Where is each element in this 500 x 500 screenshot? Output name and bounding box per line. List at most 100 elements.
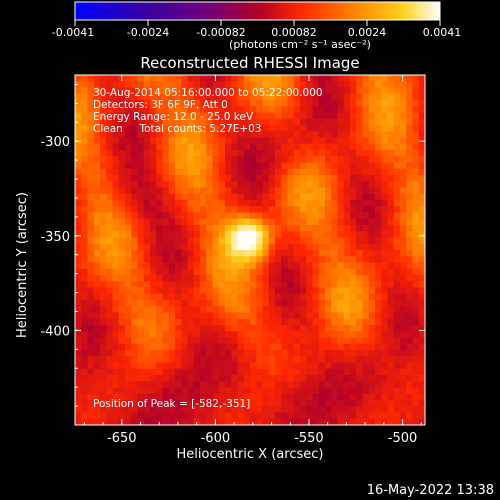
heatmap-cell [412, 262, 420, 270]
heatmap-cell [218, 375, 226, 382]
heatmap-cell [343, 325, 351, 332]
heatmap-cell [187, 312, 195, 320]
heatmap-cell [418, 237, 425, 245]
heatmap-cell [281, 256, 289, 264]
heatmap-cell [218, 325, 226, 332]
heatmap-cell [112, 237, 120, 245]
heatmap-cell [393, 318, 401, 326]
heatmap-cell [75, 143, 82, 151]
heatmap-cell [343, 125, 351, 132]
heatmap-cell [268, 168, 276, 176]
heatmap-cell [156, 412, 164, 420]
heatmap-cell [331, 231, 339, 239]
heatmap-cell [137, 256, 145, 264]
heatmap-cell [337, 206, 345, 214]
heatmap-cell [112, 381, 120, 389]
heatmap-cell [306, 331, 314, 339]
heatmap-cell [231, 418, 239, 425]
heatmap-cell [412, 118, 420, 126]
heatmap-cell [406, 418, 414, 425]
heatmap-cell [325, 125, 332, 132]
heatmap-cell [237, 193, 245, 201]
heatmap-cell [393, 300, 401, 307]
heatmap-cell [362, 200, 370, 207]
heatmap-cell [368, 156, 376, 164]
heatmap-cell [293, 381, 301, 389]
heatmap-cell [400, 362, 407, 370]
heatmap-cell [268, 281, 276, 289]
heatmap-cell [131, 375, 139, 382]
heatmap-cell [312, 150, 320, 157]
heatmap-cell [100, 200, 107, 207]
heatmap-cell [268, 75, 276, 82]
heatmap-cell [287, 168, 295, 176]
heatmap-cell [268, 356, 276, 364]
heatmap-cell [318, 212, 326, 220]
heatmap-cell [118, 93, 126, 101]
heatmap-cell [250, 156, 257, 164]
heatmap-cell [318, 81, 326, 89]
heatmap-cell [143, 125, 151, 132]
heatmap-cell [325, 112, 332, 120]
heatmap-cell [318, 300, 326, 307]
heatmap-cell [393, 175, 401, 182]
heatmap-cell [75, 343, 82, 351]
heatmap-cell [237, 406, 245, 414]
heatmap-cell [181, 375, 189, 382]
heatmap-cell [275, 262, 282, 270]
heatmap-cell [93, 106, 101, 114]
heatmap-cell [100, 306, 107, 314]
heatmap-cell [337, 393, 345, 401]
heatmap-cell [400, 93, 407, 101]
heatmap-cell [262, 81, 270, 89]
heatmap-cell [287, 100, 295, 107]
heatmap-cell [312, 356, 320, 364]
heatmap-cell [93, 100, 101, 107]
heatmap-cell [312, 393, 320, 401]
heatmap-cell [106, 312, 114, 320]
heatmap-cell [337, 243, 345, 251]
heatmap-cell [393, 81, 401, 89]
heatmap-cell [406, 406, 414, 414]
heatmap-cell [306, 218, 314, 226]
heatmap-cell [87, 250, 95, 257]
heatmap-cell [212, 212, 220, 220]
heatmap-cell [262, 175, 270, 182]
heatmap-cell [181, 262, 189, 270]
heatmap-cell [300, 350, 307, 357]
heatmap-cell [168, 287, 176, 295]
heatmap-cell [131, 218, 139, 226]
heatmap-cell [362, 406, 370, 414]
heatmap-cell [225, 81, 232, 89]
heatmap-cell [231, 337, 239, 345]
heatmap-cell [100, 400, 107, 407]
heatmap-cell [112, 181, 120, 189]
heatmap-cell [356, 168, 364, 176]
heatmap-cell [81, 212, 89, 220]
heatmap-cell [343, 368, 351, 376]
heatmap-cell [75, 237, 82, 245]
heatmap-cell [175, 406, 182, 414]
heatmap-cell [81, 418, 89, 425]
heatmap-cell [418, 218, 425, 226]
heatmap-cell [200, 281, 207, 289]
heatmap-cell [343, 175, 351, 182]
heatmap-cell [343, 418, 351, 425]
heatmap-cell [412, 368, 420, 376]
heatmap-cell [293, 387, 301, 395]
heatmap-cell [143, 193, 151, 201]
heatmap-cell [387, 81, 395, 89]
heatmap-cell [225, 237, 232, 245]
heatmap-cell [93, 381, 101, 389]
heatmap-cell [312, 400, 320, 407]
heatmap-cell [181, 362, 189, 370]
heatmap-cell [206, 106, 214, 114]
heatmap-cell [193, 350, 201, 357]
heatmap-cell [100, 162, 107, 170]
heatmap-cell [343, 331, 351, 339]
heatmap-cell [393, 306, 401, 314]
heatmap-cell [181, 81, 189, 89]
heatmap-cell [281, 250, 289, 257]
heatmap-cell [243, 275, 251, 282]
heatmap-cell [168, 100, 176, 107]
